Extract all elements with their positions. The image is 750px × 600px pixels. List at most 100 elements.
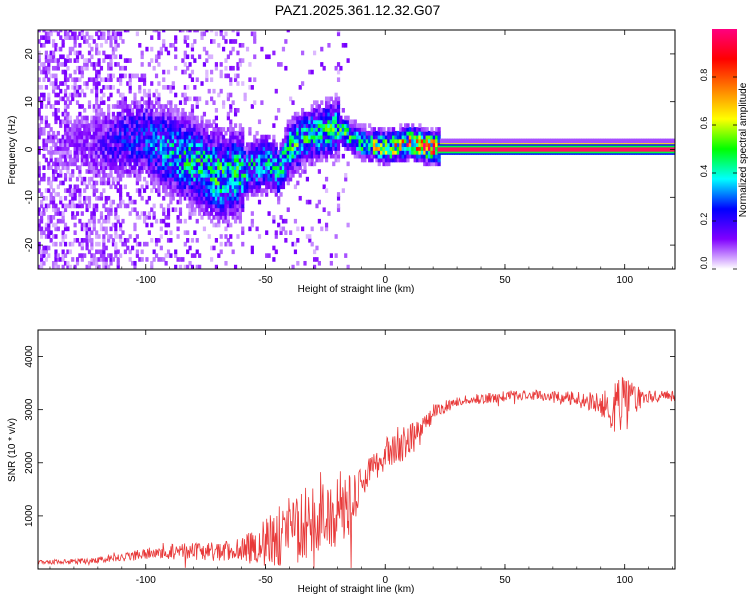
spectrogram-cell [332, 138, 336, 144]
spectrogram-cell [176, 123, 180, 128]
spectrogram-cell [231, 184, 235, 190]
spectrogram-cell [284, 134, 288, 140]
spectrogram-cell [51, 199, 56, 205]
spectrogram-cell [142, 218, 147, 224]
spectrogram-cell [310, 107, 314, 113]
spectrogram-cell [176, 130, 180, 136]
spectrogram-cell [176, 157, 180, 163]
spectrogram-cell [111, 30, 116, 33]
spectrogram-cell [214, 130, 219, 136]
spectrogram-cell [56, 85, 60, 90]
spectrogram-cell [226, 146, 230, 151]
spectrogram-cell [221, 161, 226, 167]
spectrogram-cell [387, 161, 391, 167]
spectrogram-cell [133, 260, 137, 266]
spectrogram-cell [265, 157, 269, 163]
spectrogram-cell [183, 119, 187, 125]
spectrogram-cell [394, 146, 398, 151]
spectrogram-cell [279, 62, 283, 67]
spectrogram-cell [224, 165, 228, 170]
spectrogram-cell [334, 153, 338, 159]
spectrogram-y-tick-label: 10 [24, 96, 35, 108]
spectrogram-cell [78, 169, 82, 174]
spectrogram-cell [243, 157, 247, 163]
spectrogram-cell [109, 65, 113, 71]
spectrogram-cell [190, 199, 195, 205]
spectrogram-cell [238, 123, 242, 128]
spectrogram-cell [317, 107, 321, 113]
spectrogram-cell [233, 169, 238, 174]
spectrogram-cell [104, 142, 108, 148]
spectrogram-cell [274, 234, 278, 239]
spectrogram-cell [111, 134, 116, 140]
spectrogram-cell [68, 100, 72, 105]
spectrogram-cell [63, 253, 68, 258]
spectrogram-cell [394, 150, 398, 155]
spectrogram-cell [427, 142, 432, 148]
spectrogram-cell [85, 65, 89, 71]
spectrogram-cell [202, 195, 207, 201]
spectrogram-cell [195, 134, 199, 140]
spectrogram-cell [186, 249, 190, 255]
spectrogram-cell [59, 169, 63, 174]
spectrogram-cell [181, 188, 185, 193]
spectrogram-cell [212, 195, 216, 201]
spectrogram-cell [83, 161, 87, 167]
spectrogram-cell [176, 153, 180, 159]
spectrogram-cell [78, 203, 82, 209]
spectrogram-cell [418, 138, 422, 144]
spectrogram-cell [116, 173, 120, 178]
spectrogram-cell [341, 188, 345, 193]
spectrogram-cell [387, 127, 391, 132]
spectrogram-cell [169, 230, 173, 235]
spectrogram-cell [49, 157, 53, 163]
spectrogram-cell [198, 134, 202, 140]
spectrogram-cell [128, 249, 132, 255]
spectrogram-cell [308, 138, 312, 144]
spectrogram-cell [116, 257, 120, 262]
spectrogram-cell [272, 173, 276, 178]
spectrogram-cell [221, 169, 226, 174]
spectrogram-cell [111, 157, 116, 163]
spectrogram-cell [351, 130, 355, 136]
spectrogram-cell [193, 142, 197, 148]
spectrogram-cell [51, 176, 56, 182]
spectrogram-cell [293, 249, 298, 255]
spectrogram-cell [494, 138, 499, 144]
spectrogram-cell [296, 153, 300, 159]
spectrogram-cell [382, 146, 386, 151]
spectrogram-cell [301, 150, 305, 155]
spectrogram-cell [154, 58, 159, 63]
spectrogram-cell [243, 169, 247, 174]
spectrogram-cell [178, 150, 183, 155]
spectrogram-cell [186, 188, 190, 193]
spectrogram-cell [387, 142, 391, 148]
spectrogram-cell [221, 127, 226, 132]
spectrogram-cell [164, 176, 168, 182]
spectrogram-cell [274, 249, 278, 255]
spectrogram-cell [92, 115, 96, 121]
spectrogram-cell [78, 192, 82, 197]
spectrogram-cell [195, 138, 199, 144]
spectrogram-cell [188, 199, 192, 205]
spectrogram-cell [236, 195, 240, 201]
spectrogram-cell [119, 100, 123, 105]
spectrogram-cell [68, 161, 72, 167]
spectrogram-cell [140, 62, 144, 67]
spectrogram-cell [559, 138, 563, 144]
spectrogram-cell [66, 65, 70, 71]
spectrogram-cell [164, 142, 168, 148]
spectrogram-cell [356, 138, 360, 144]
spectrogram-cell [102, 35, 106, 40]
spectrogram-cell [95, 257, 99, 262]
spectrogram-cell [183, 241, 187, 247]
spectrogram-cell [195, 176, 199, 182]
spectrogram-cell [54, 85, 58, 90]
spectrogram-cell [221, 165, 226, 170]
spectrogram-cell [291, 100, 295, 105]
spectrogram-cell [298, 127, 302, 132]
spectrogram-cell [238, 142, 242, 148]
spectrogram-cell [554, 138, 559, 144]
spectrogram-cell [95, 234, 99, 239]
spectrogram-cell [95, 207, 99, 213]
